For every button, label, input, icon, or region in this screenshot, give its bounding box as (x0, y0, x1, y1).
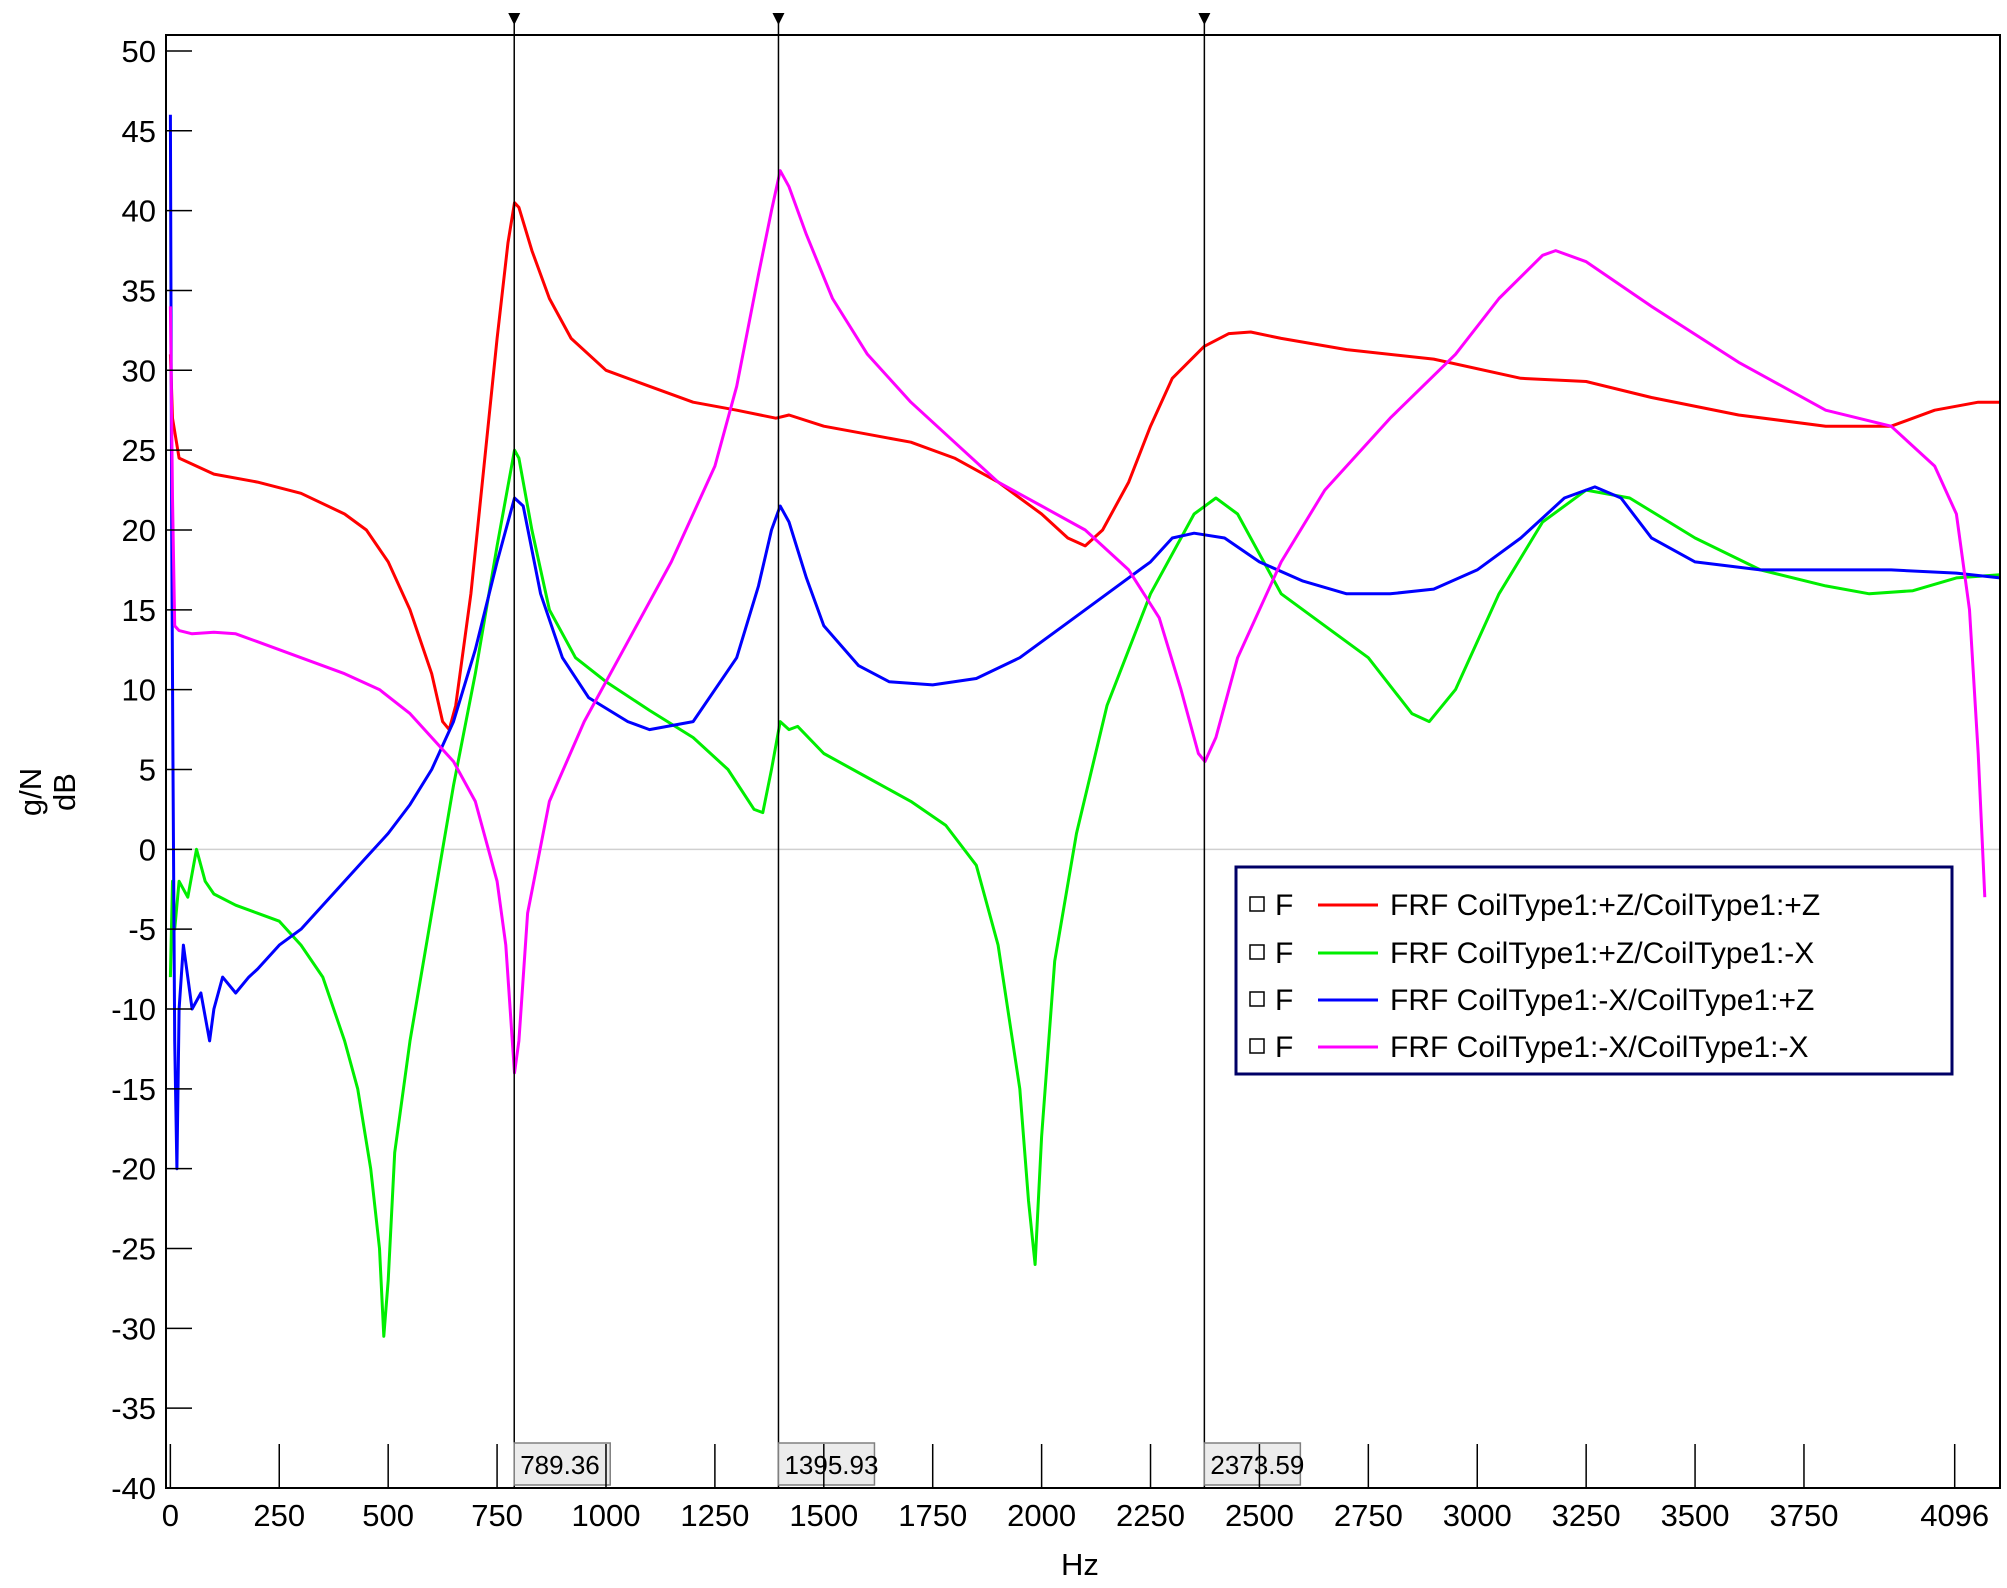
x-tick-label: 0 (162, 1498, 179, 1533)
y-tick-label: 30 (122, 353, 156, 388)
cursor-marker-icon[interactable] (772, 13, 785, 25)
series-line-3 (168, 114, 2001, 1171)
legend-row[interactable]: F FRF CoilType1:+Z/CoilType1:+Z (1249, 889, 1820, 922)
cursor-value-box (513, 1442, 611, 1486)
y-tick-label: 20 (122, 513, 156, 548)
x-tick-label: 2000 (1007, 1498, 1076, 1533)
cursor-marker-icon[interactable] (508, 13, 521, 25)
x-tick-label: 3500 (1661, 1498, 1730, 1533)
x-axis-title: Hz (1061, 1547, 1099, 1582)
y-tick-label: -40 (111, 1471, 156, 1506)
y-tick-label: 45 (122, 114, 156, 149)
legend-checkbox[interactable] (1249, 896, 1265, 912)
legend-checkbox[interactable] (1249, 1038, 1265, 1054)
cursor-value-label: 789.36 (520, 1450, 600, 1480)
x-tick-label: 1250 (680, 1498, 749, 1533)
x-tick-label: 4096 (1920, 1498, 1989, 1533)
x-tick-label: 2250 (1116, 1498, 1185, 1533)
y-tick-label: 0 (139, 832, 156, 867)
legend-prefix: F (1275, 937, 1293, 970)
legend-prefix: F (1275, 1031, 1293, 1064)
x-tick-label: 750 (471, 1498, 523, 1533)
x-tick-label: 3000 (1443, 1498, 1512, 1533)
legend: F FRF CoilType1:+Z/CoilType1:+Z F FRF Co… (1234, 865, 1954, 1076)
series-line-4 (168, 169, 1987, 1075)
y-tick-label: -30 (111, 1311, 156, 1346)
y-tick-label: 5 (139, 752, 156, 787)
series-layer (168, 114, 2001, 1338)
legend-row[interactable]: F FRF CoilType1:-X/CoilType1:-X (1249, 1031, 1808, 1064)
x-tick-label: 1000 (572, 1498, 641, 1533)
legend-prefix: F (1275, 889, 1293, 922)
y-tick-label: -20 (111, 1152, 156, 1187)
x-tick-label: 1500 (789, 1498, 858, 1533)
y-axis-unit-label: g/N (13, 768, 48, 816)
legend-series-name: FRF CoilType1:-X/CoilType1:+Z (1390, 984, 1814, 1017)
axes-layer: 50454035302520151050-5-10-15-20-25-30-35… (111, 34, 2001, 1533)
legend-series-name: FRF CoilType1:+Z/CoilType1:-X (1390, 937, 1814, 970)
x-tick-label: 2750 (1334, 1498, 1403, 1533)
legend-row[interactable]: F FRF CoilType1:+Z/CoilType1:-X (1249, 937, 1814, 970)
x-tick-label: 250 (253, 1498, 305, 1533)
x-tick-label: 2500 (1225, 1498, 1294, 1533)
y-tick-label: -25 (111, 1231, 156, 1266)
y-tick-label: -35 (111, 1391, 156, 1426)
legend-box (1234, 865, 1954, 1076)
y-tick-label: 40 (122, 194, 156, 229)
y-axis-scale-label: dB (47, 773, 82, 811)
y-tick-label: 10 (122, 673, 156, 708)
y-tick-label: 25 (122, 433, 156, 468)
cursor-marker-icon[interactable] (1198, 13, 1211, 25)
y-tick-label: 50 (122, 34, 156, 69)
legend-prefix: F (1275, 984, 1293, 1017)
cursor-value-box (1203, 1442, 1302, 1486)
cursor-value-label: 2373.59 (1210, 1450, 1304, 1480)
y-tick-label: 15 (122, 593, 156, 628)
y-tick-label: 35 (122, 273, 156, 308)
y-tick-label: -15 (111, 1072, 156, 1107)
series-line-2 (168, 448, 2001, 1338)
legend-checkbox[interactable] (1249, 991, 1265, 1007)
cursor-value-label: 1395.93 (784, 1450, 878, 1480)
legend-series-name: FRF CoilType1:-X/CoilType1:-X (1390, 1031, 1808, 1064)
x-tick-label: 500 (362, 1498, 414, 1533)
x-tick-label: 3250 (1552, 1498, 1621, 1533)
legend-series-name: FRF CoilType1:+Z/CoilType1:+Z (1390, 889, 1820, 922)
plot-frame (165, 34, 2001, 1489)
cursor-layer: 789.36 1395.93 2373.59 (508, 13, 1304, 1488)
legend-checkbox[interactable] (1249, 944, 1265, 960)
y-tick-label: -5 (128, 912, 156, 947)
x-tick-label: 1750 (898, 1498, 967, 1533)
y-tick-label: -10 (111, 992, 156, 1027)
legend-row[interactable]: F FRF CoilType1:-X/CoilType1:+Z (1249, 984, 1814, 1017)
cursor-value-box (777, 1442, 876, 1486)
series-line-1 (168, 201, 2000, 732)
x-tick-label: 3750 (1769, 1498, 1838, 1533)
